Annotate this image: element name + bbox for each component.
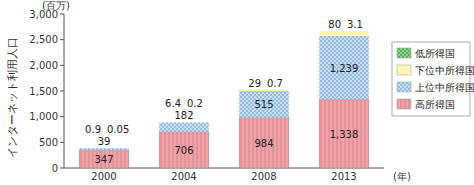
chart: 05001,0001,5002,0002,5003,000(百万)インターネット…: [0, 0, 474, 185]
data-label: 0.9: [85, 124, 101, 135]
y-tick-label: 1,000: [29, 111, 58, 122]
bar-segment: [239, 117, 289, 168]
y-tick: [60, 116, 64, 117]
data-label: 39: [98, 136, 111, 147]
bar-segment: [79, 148, 129, 149]
bar-segment: [79, 148, 129, 150]
y-tick: [60, 91, 64, 92]
data-label: 0.05: [107, 124, 129, 135]
legend-swatch: [397, 65, 411, 75]
data-label: 29: [248, 78, 261, 89]
bar-segment: [79, 150, 129, 168]
data-label: 347: [94, 154, 113, 165]
x-tick-label: 2008: [251, 171, 276, 182]
legend-label: 高所得国: [415, 99, 455, 110]
data-label: 515: [254, 99, 273, 110]
bar-segment: [239, 91, 289, 117]
bar-segment: [239, 90, 289, 91]
y-tick-label: 2,000: [29, 60, 58, 71]
data-label: 80: [328, 19, 341, 30]
legend-swatch: [397, 82, 411, 92]
x-tick-label: 2013: [331, 171, 356, 182]
data-label: 0.2: [187, 98, 203, 109]
y-axis: [64, 14, 65, 168]
data-label: 1,338: [330, 129, 359, 140]
data-labels: 347 390.9 0.05 706 1826.4 0.2 984 515 29 0.7 1,338…: [85, 19, 363, 165]
data-label: 182: [174, 110, 193, 121]
y-tick-label: 1,500: [29, 86, 58, 97]
bar-segment: [319, 36, 369, 100]
y-tick: [60, 39, 64, 40]
bar-segment: [159, 132, 209, 168]
bar-segment: [319, 31, 369, 32]
data-label: 984: [254, 138, 273, 149]
bar-segment: [159, 122, 209, 123]
x-unit: (年): [393, 171, 411, 182]
legend-label: 下位中所得国: [415, 65, 474, 76]
y-label: インターネット利用人口: [6, 37, 19, 158]
data-label: 3.1: [347, 19, 363, 30]
bar-segment: [319, 99, 369, 168]
legend-swatch: [397, 99, 411, 109]
y-tick: [60, 168, 64, 169]
data-label: 0.7: [267, 78, 283, 89]
y-unit: (百万): [42, 0, 70, 11]
x-tick-label: 2004: [171, 171, 196, 182]
x-tick-label: 2000: [91, 171, 116, 182]
legend-label: 低所得国: [415, 48, 455, 59]
data-label: 6.4: [165, 98, 181, 109]
legend-label: 上位中所得国: [415, 82, 474, 93]
bar-segment: [79, 148, 129, 149]
legend-box: [392, 42, 470, 116]
y-tick-label: 0: [52, 163, 58, 174]
y-tick: [60, 142, 64, 143]
bar-segment: [319, 32, 369, 36]
y-tick: [60, 14, 64, 15]
bars: [79, 31, 369, 168]
bar-segment: [159, 122, 209, 131]
data-label: 1,239: [330, 63, 359, 74]
y-tick: [60, 65, 64, 66]
legend-swatch: [397, 48, 411, 58]
bar-segment: [239, 89, 289, 90]
y-tick-label: 500: [39, 137, 58, 148]
y-tick-label: 2,500: [29, 34, 58, 45]
data-label: 706: [174, 145, 193, 156]
bar-segment: [159, 122, 209, 123]
